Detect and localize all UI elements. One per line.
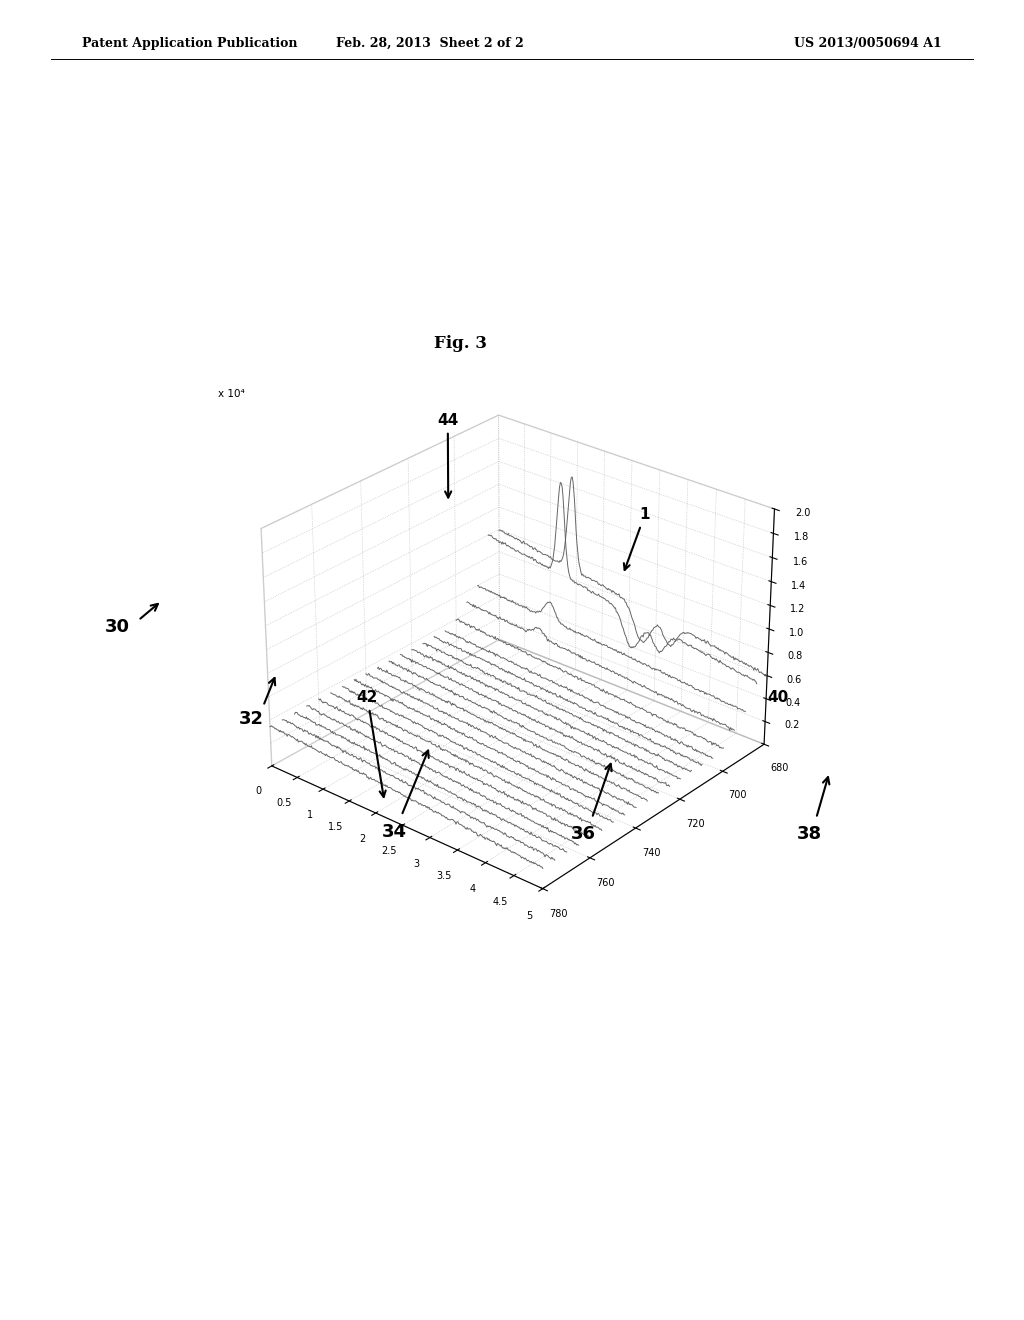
Text: 40: 40 (767, 690, 788, 705)
Text: Patent Application Publication: Patent Application Publication (82, 37, 297, 50)
Text: 36: 36 (571, 825, 596, 843)
Text: 1: 1 (624, 507, 650, 570)
Text: US 2013/0050694 A1: US 2013/0050694 A1 (795, 37, 942, 50)
Text: 34: 34 (382, 822, 407, 841)
Text: 32: 32 (239, 710, 263, 729)
Text: 30: 30 (105, 618, 130, 636)
Text: x 10⁴: x 10⁴ (218, 389, 245, 400)
Text: 44: 44 (437, 413, 459, 498)
Text: 42: 42 (356, 690, 386, 797)
Text: Feb. 28, 2013  Sheet 2 of 2: Feb. 28, 2013 Sheet 2 of 2 (336, 37, 524, 50)
Text: 38: 38 (797, 825, 821, 843)
Text: Fig. 3: Fig. 3 (434, 335, 487, 351)
